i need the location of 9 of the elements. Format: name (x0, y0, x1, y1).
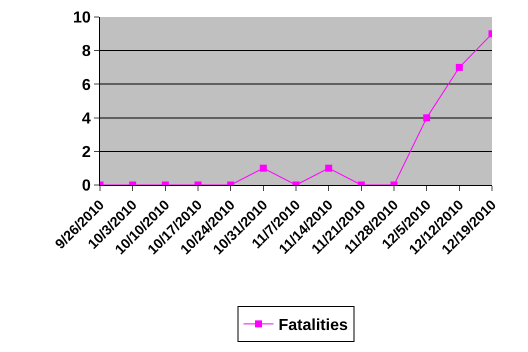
y-tick-label: 4 (82, 110, 91, 128)
point (423, 114, 430, 122)
y-tick-label: 0 (82, 178, 91, 195)
y-tick-label: 10 (73, 10, 91, 27)
y-tick-label: 2 (82, 144, 91, 161)
y-tick-label: 8 (82, 43, 91, 60)
y-tick-label: 6 (82, 76, 91, 94)
legend-label: Fatalities (278, 317, 348, 334)
point (456, 64, 463, 71)
